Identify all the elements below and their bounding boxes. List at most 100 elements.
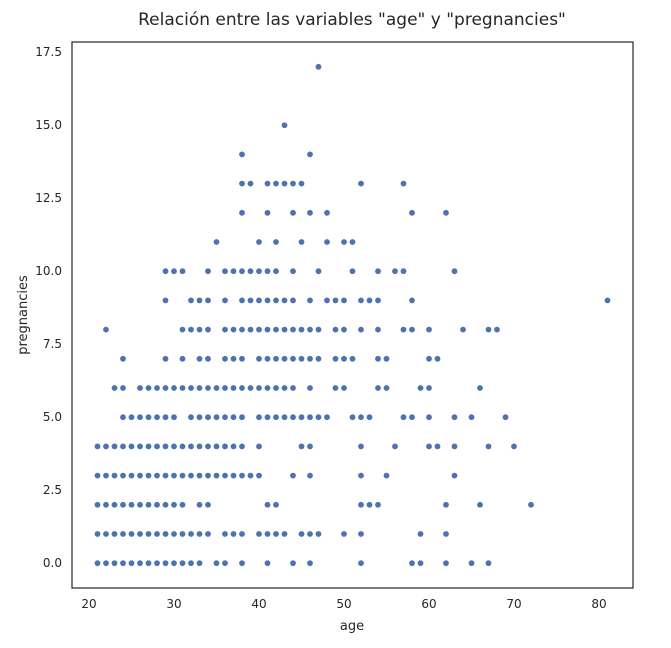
data-point — [365, 296, 373, 304]
data-point — [247, 180, 255, 188]
data-point — [297, 413, 305, 421]
y-tick-label: 10.0 — [35, 264, 62, 278]
data-point — [187, 384, 195, 392]
data-point — [247, 384, 255, 392]
x-tick-label: 50 — [336, 597, 351, 611]
data-point — [238, 296, 246, 304]
data-point — [263, 501, 271, 509]
data-point — [204, 501, 212, 509]
data-point — [255, 530, 263, 538]
data-point — [179, 559, 187, 567]
data-point — [170, 501, 178, 509]
data-point — [314, 267, 322, 275]
data-point — [162, 442, 170, 450]
data-point — [196, 442, 204, 450]
data-point — [357, 413, 365, 421]
data-point — [433, 355, 441, 363]
data-point — [416, 559, 424, 567]
data-point — [399, 326, 407, 334]
data-point — [136, 413, 144, 421]
data-point — [179, 384, 187, 392]
data-point — [170, 559, 178, 567]
data-point — [230, 530, 238, 538]
data-point — [314, 63, 322, 71]
data-point — [230, 326, 238, 334]
data-point — [314, 326, 322, 334]
data-point — [297, 238, 305, 246]
data-point — [204, 442, 212, 450]
data-point — [484, 326, 492, 334]
data-point — [340, 355, 348, 363]
data-point — [196, 384, 204, 392]
data-point — [230, 355, 238, 363]
data-point — [442, 530, 450, 538]
data-point — [382, 384, 390, 392]
data-point — [247, 296, 255, 304]
data-point — [399, 267, 407, 275]
data-point — [221, 384, 229, 392]
data-point — [416, 530, 424, 538]
data-point — [297, 530, 305, 538]
data-point — [162, 413, 170, 421]
data-point — [221, 355, 229, 363]
data-point — [238, 180, 246, 188]
data-point — [425, 355, 433, 363]
data-point — [425, 384, 433, 392]
data-point — [263, 530, 271, 538]
data-point — [213, 472, 221, 480]
data-point — [280, 326, 288, 334]
data-point — [374, 267, 382, 275]
data-point — [179, 355, 187, 363]
data-point — [306, 326, 314, 334]
data-point — [136, 501, 144, 509]
data-point — [162, 355, 170, 363]
data-point — [297, 355, 305, 363]
data-point — [145, 559, 153, 567]
data-point — [213, 384, 221, 392]
data-point — [153, 530, 161, 538]
data-point — [433, 442, 441, 450]
data-point — [255, 296, 263, 304]
data-point — [323, 296, 331, 304]
data-point — [357, 472, 365, 480]
data-point — [196, 472, 204, 480]
data-point — [102, 501, 110, 509]
data-point — [374, 326, 382, 334]
data-point — [348, 267, 356, 275]
data-point — [348, 355, 356, 363]
data-point — [476, 501, 484, 509]
data-point — [323, 238, 331, 246]
data-point — [162, 472, 170, 480]
data-point — [213, 413, 221, 421]
data-point — [145, 413, 153, 421]
data-point — [162, 296, 170, 304]
data-point — [289, 267, 297, 275]
data-point — [204, 413, 212, 421]
data-point — [145, 472, 153, 480]
data-point — [391, 267, 399, 275]
data-point — [442, 559, 450, 567]
data-point — [280, 530, 288, 538]
data-point — [280, 121, 288, 129]
data-point — [280, 355, 288, 363]
data-point — [102, 530, 110, 538]
data-point — [128, 530, 136, 538]
data-point — [314, 413, 322, 421]
data-point — [162, 559, 170, 567]
data-point — [314, 530, 322, 538]
data-point — [340, 296, 348, 304]
chart-title: Relación entre las variables "age" y "pr… — [138, 10, 566, 30]
data-point — [476, 384, 484, 392]
data-point — [187, 326, 195, 334]
x-axis-ticks: 20 30 40 50 60 70 80 — [81, 597, 606, 611]
data-point — [247, 267, 255, 275]
data-point — [365, 413, 373, 421]
x-tick-label: 40 — [251, 597, 266, 611]
y-tick-label: 7.5 — [43, 337, 62, 351]
data-point — [238, 150, 246, 158]
data-point — [357, 326, 365, 334]
data-point — [442, 209, 450, 217]
data-point — [238, 530, 246, 538]
data-point — [425, 326, 433, 334]
data-point — [603, 296, 611, 304]
